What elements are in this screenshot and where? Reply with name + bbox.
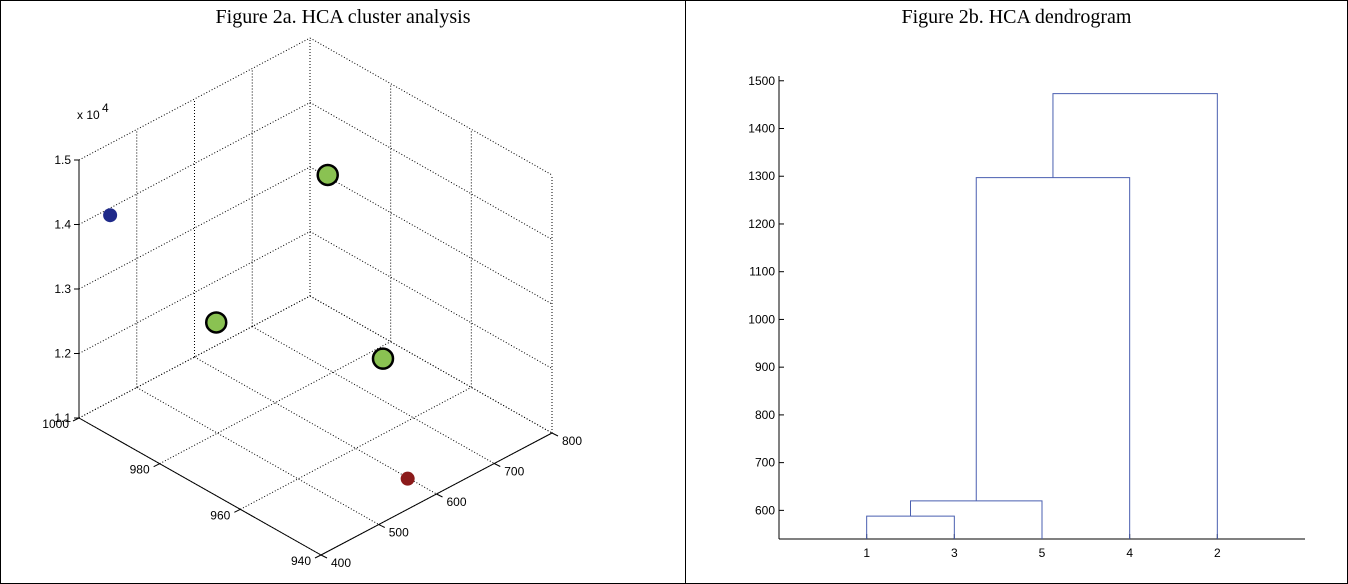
data-point-green — [204, 311, 228, 334]
grid-line — [309, 231, 553, 369]
y-tick-label: 940 — [291, 554, 311, 568]
data-point-red — [400, 471, 415, 486]
grid-line — [240, 386, 472, 510]
leaf-label: 1 — [863, 546, 870, 560]
y-tick-label: 1400 — [748, 122, 775, 136]
x-tick — [378, 524, 385, 528]
y-tick-label: 1100 — [749, 265, 775, 279]
z-exponent-label: 4 — [102, 101, 109, 115]
grid-line — [309, 166, 553, 305]
grid-line — [194, 356, 437, 495]
y-tick — [234, 508, 241, 513]
x-tick — [436, 493, 443, 498]
leaf-label: 2 — [1214, 546, 1221, 560]
z-tick-label: 1.5 — [54, 153, 71, 167]
grid-line — [159, 341, 391, 465]
dendrogram-link — [866, 515, 955, 539]
x-tick — [320, 554, 328, 559]
data-point-green — [371, 347, 395, 370]
y-tick-label: 960 — [210, 508, 230, 522]
z-multiplier-label: x 10 — [77, 108, 100, 122]
y-tick-label: 1000 — [42, 417, 69, 431]
y-tick-label: 980 — [130, 463, 150, 477]
y-tick-label: 1200 — [748, 217, 775, 231]
grid-line — [309, 37, 553, 176]
y-tick-label: 700 — [755, 456, 775, 470]
y-tick-label: 600 — [755, 503, 775, 517]
grid-line — [252, 326, 495, 464]
x-tick-label: 400 — [331, 556, 351, 570]
figure-2b-title: Figure 2b. HCA dendrogram — [901, 6, 1132, 28]
y-tick — [153, 463, 160, 468]
y-tick-label: 1300 — [748, 169, 775, 183]
z-tick-label: 1.3 — [54, 282, 71, 296]
grid-line — [136, 387, 379, 525]
x-tick — [494, 463, 501, 467]
leaf-label: 3 — [951, 546, 958, 560]
figure-2a-title: Figure 2a. HCA cluster analysis — [215, 6, 471, 28]
dendrogram-link — [975, 177, 1131, 539]
dendrogram-link — [1052, 93, 1218, 539]
y-tick-label: 1000 — [748, 312, 775, 326]
dendrogram-link — [910, 500, 1043, 539]
x-tick-label: 800 — [562, 434, 582, 448]
leaf-label: 5 — [1039, 546, 1046, 560]
data-point-green — [316, 163, 339, 187]
dendrogram-plot: 600 700 800 900 1000 1100 1200 1300 1400 1500 1 3 5 4… — [748, 74, 1305, 560]
x-tick-label: 700 — [504, 465, 524, 479]
x-tick-label: 600 — [447, 495, 467, 509]
panel-hca-dendrogram: Figure 2b. HCA dendrogram 600 700 800 900 10… — [686, 1, 1347, 583]
panel-hca-cluster-analysis: Figure 2a. HCA cluster analysis 400 500 60… — [1, 1, 686, 583]
z-tick-label: 1.1 — [54, 411, 71, 425]
data-point-blue — [103, 208, 118, 223]
z-tick-label: 1.2 — [54, 347, 71, 361]
y-tick — [314, 554, 322, 559]
y-tick-label: 1500 — [748, 74, 775, 88]
y-axis-line — [78, 417, 322, 556]
y-tick-label: 900 — [755, 360, 775, 374]
grid-line — [309, 295, 553, 434]
z-tick-label: 1.4 — [54, 218, 71, 232]
leaf-label: 4 — [1126, 546, 1133, 560]
y-tick-label: 800 — [755, 408, 775, 422]
x-tick — [551, 432, 559, 437]
grid-line — [309, 102, 553, 240]
x-tick-label: 500 — [389, 526, 409, 540]
